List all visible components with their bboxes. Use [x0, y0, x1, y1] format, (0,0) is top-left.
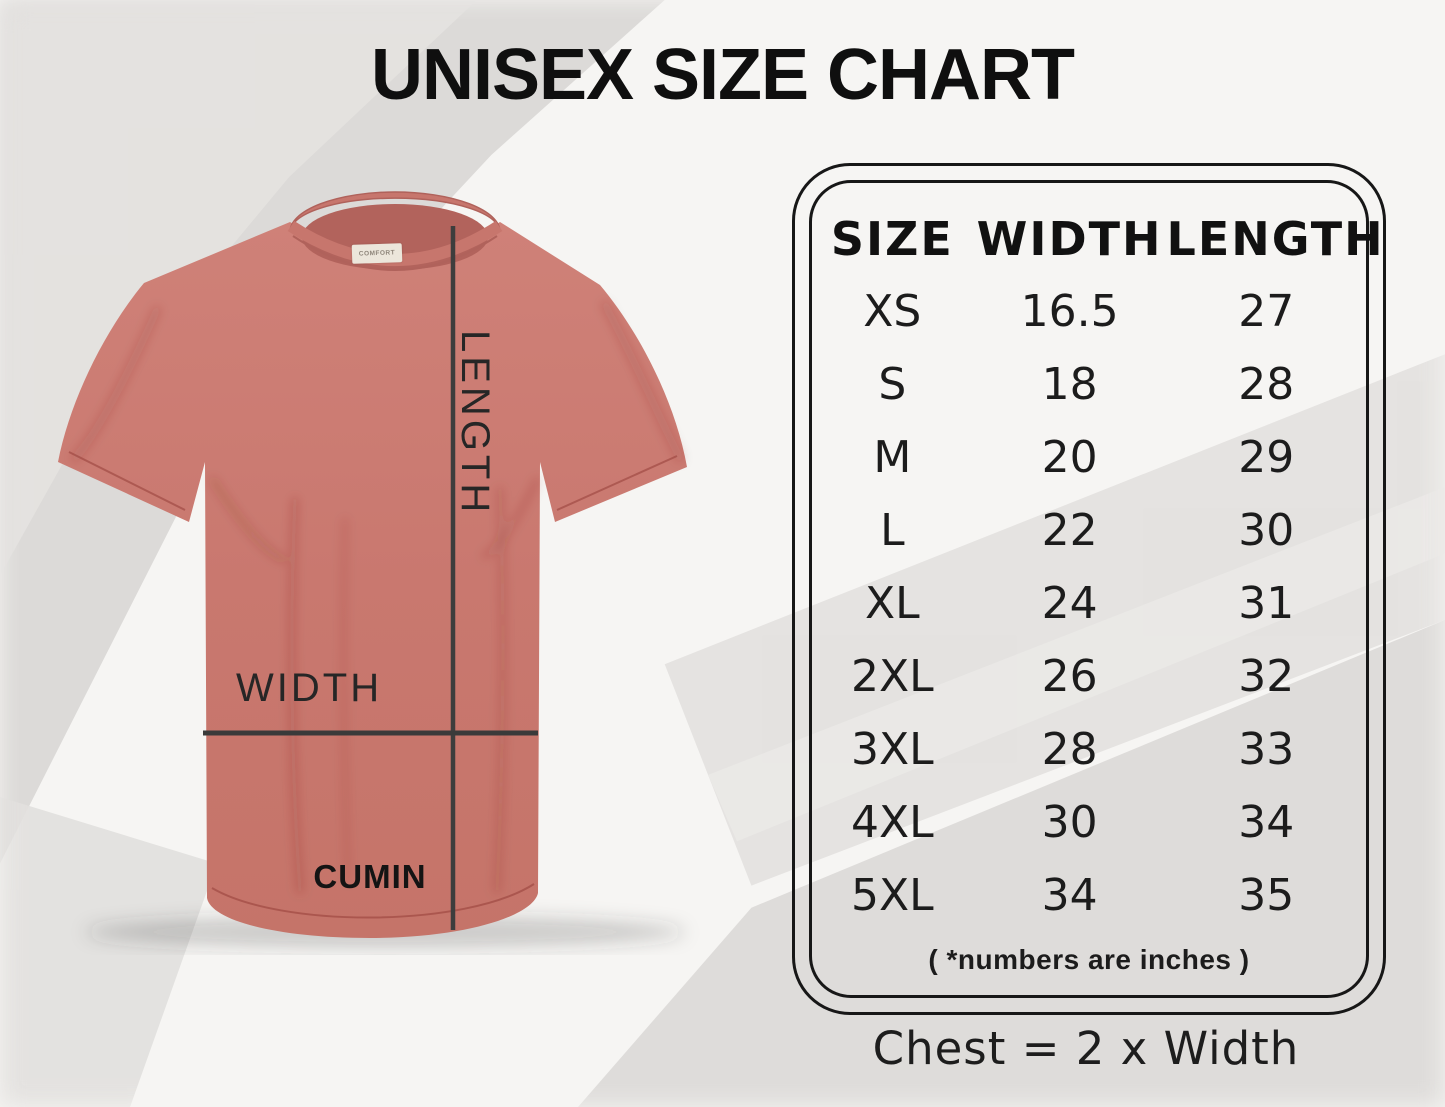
- cell-length: 28: [1238, 359, 1295, 410]
- header-size: SIZE: [830, 212, 954, 266]
- tshirt-seams: [68, 451, 678, 919]
- table-row: XL 24 31: [812, 567, 1366, 640]
- cell-length: 30: [1238, 505, 1295, 556]
- cell-width: 20: [1041, 432, 1098, 483]
- cell-width: 30: [1041, 797, 1098, 848]
- page-title: UNISEX SIZE CHART: [370, 35, 1075, 115]
- collar-front-seam: [292, 235, 498, 271]
- cell-length: 31: [1238, 578, 1295, 629]
- table-row: 4XL 30 34: [812, 786, 1366, 859]
- cell-size: 3XL: [851, 724, 934, 775]
- cell-length: 34: [1238, 797, 1295, 848]
- cell-length: 27: [1238, 286, 1295, 337]
- cell-size: 4XL: [851, 797, 934, 848]
- units-note: ( *numbers are inches ): [928, 944, 1250, 975]
- table-header-row: SIZE WIDTH LENGTH: [812, 203, 1385, 275]
- cell-size: S: [878, 359, 907, 410]
- tshirt-illustration: [58, 191, 687, 948]
- cell-length: 29: [1238, 432, 1295, 483]
- table-row: 2XL 26 32: [812, 640, 1366, 713]
- tshirt-body: [58, 222, 687, 938]
- collar-brand-tag: COMFORT: [351, 243, 403, 264]
- cell-size: L: [880, 505, 905, 556]
- cell-width: 28: [1041, 724, 1098, 775]
- cell-width: 34: [1041, 870, 1098, 921]
- cell-size: 2XL: [851, 651, 934, 702]
- cell-length: 35: [1238, 870, 1295, 921]
- cell-length: 33: [1238, 724, 1295, 775]
- cell-length: 32: [1238, 651, 1295, 702]
- shirt-print-text: CUMIN: [313, 858, 427, 895]
- table-row: 5XL 34 35: [812, 859, 1366, 932]
- cell-size: XS: [863, 286, 922, 337]
- table-row: M 20 29: [812, 421, 1366, 494]
- cell-size: 5XL: [851, 870, 934, 921]
- header-width: WIDTH: [976, 212, 1163, 266]
- table-row: XS 16.5 27: [812, 275, 1366, 348]
- table-row: 3XL 28 33: [812, 713, 1366, 786]
- cell-width: 18: [1041, 359, 1098, 410]
- tshirt-wrinkles: [71, 301, 684, 894]
- cell-width: 24: [1041, 578, 1098, 629]
- chest-formula: Chest = 2 x Width: [872, 1022, 1300, 1075]
- size-chart-table: SIZE WIDTH LENGTH XS 16.5 27 S 18 28 M 2…: [809, 180, 1385, 998]
- header-length: LENGTH: [1166, 212, 1385, 266]
- tshirt-graphic: COMFORT LENGTH WIDTH CUMIN: [45, 190, 715, 955]
- cell-size: XL: [865, 578, 920, 629]
- cell-width: 16.5: [1020, 286, 1119, 337]
- width-line-label: WIDTH: [236, 666, 383, 710]
- length-line-label: LENGTH: [453, 330, 497, 517]
- table-row: S 18 28: [812, 348, 1366, 421]
- table-row: L 22 30: [812, 494, 1366, 567]
- cell-width: 26: [1041, 651, 1098, 702]
- size-chart-box: SIZE WIDTH LENGTH XS 16.5 27 S 18 28 M 2…: [792, 163, 1386, 1015]
- cell-size: M: [873, 432, 912, 483]
- cell-width: 22: [1041, 505, 1098, 556]
